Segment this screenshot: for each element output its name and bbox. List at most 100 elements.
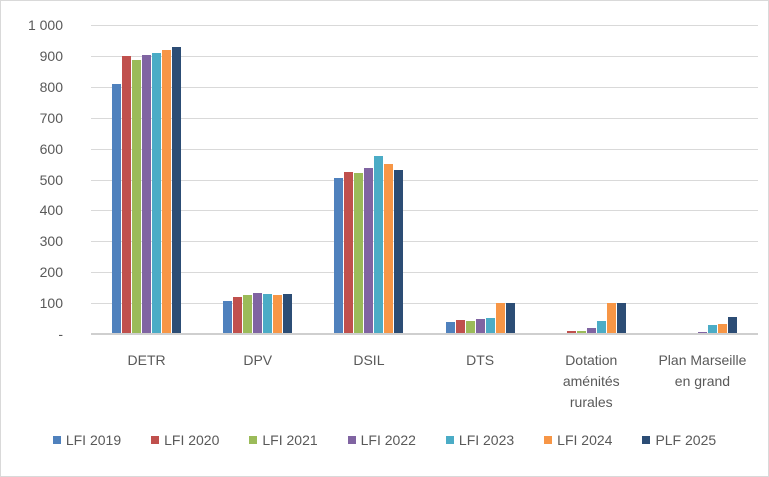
bar [717,324,727,334]
plot-area [91,25,758,335]
bar-groups [91,25,758,334]
legend-swatch-icon [347,436,356,444]
bar [505,303,515,334]
legend-item-lfi-2024: LFI 2024 [544,432,612,448]
category-label-line: DPV [243,352,273,368]
category-label: DETR [91,350,202,413]
bar [727,317,737,334]
y-axis-tick-label: 400 [39,202,63,219]
gridline [91,117,758,119]
bar [445,322,455,334]
category-label-line: rurales [569,394,613,410]
x-axis-line [91,333,758,335]
legend-label: PLF 2025 [655,432,717,448]
category-label-line: DTS [466,352,495,368]
bar [394,169,404,334]
legend-item-lfi-2020: LFI 2020 [151,432,219,448]
category-label: DTS [425,350,536,413]
category-label-line: DSIL [353,352,385,368]
category-label: Dotation aménités rurales [536,350,647,413]
legend-item-lfi-2023: LFI 2023 [445,432,515,448]
category-label: Plan Marseille en grand [647,350,758,413]
gridline [91,303,758,305]
x-axis-category-labels: DETR DPV DSIL DTS Dotation aménités rurales Pla… [91,350,758,413]
legend-label: LFI 2022 [360,432,416,448]
y-axis: 1 000 900 800 700 600 500 400 300 200 100 - [1,17,63,342]
y-axis-tick-label: 500 [39,171,63,188]
y-axis-tick-label: 300 [39,233,63,250]
bar [172,47,182,334]
bar [606,303,616,334]
legend-swatch-icon [52,436,61,444]
gridline [91,55,758,57]
bar-group-dotation-am-nit-s-rurales [536,25,647,334]
bar [586,327,596,334]
bar [223,300,233,334]
bar [495,303,505,334]
gridline [91,210,758,212]
y-axis-tick-label: 200 [39,264,63,281]
category-label-line: en grand [674,373,731,389]
bar [344,172,354,334]
bar [253,292,263,334]
legend-swatch-icon [151,436,160,444]
legend-label: LFI 2019 [65,432,122,448]
category-label: DPV [202,350,313,413]
y-axis-tick-label: 900 [39,47,63,64]
gridline [91,86,758,88]
bar [566,330,576,334]
y-axis-tick-label: 700 [39,109,63,126]
legend-item-lfi-2019: LFI 2019 [52,432,122,448]
legend-item-lfi-2021: LFI 2021 [249,432,318,448]
category-label-line: aménités [562,373,620,389]
bar [152,53,162,334]
legend-item-lfi-2022: LFI 2022 [347,432,416,448]
bar [162,49,172,334]
legend-swatch-icon [544,436,553,444]
y-axis-tick-label: 600 [39,140,63,157]
y-axis-tick-label: 800 [39,78,63,95]
bar [576,331,586,334]
legend-label: LFI 2021 [262,432,318,448]
legend-label: LFI 2023 [458,432,515,448]
bar [596,321,606,334]
category-label-line: Dotation [565,352,618,368]
bar [384,164,394,334]
gridline [91,272,758,274]
bar-group-detr [91,25,202,334]
legend-item-plf-2025: PLF 2025 [642,432,716,448]
bar-group-dts [425,25,536,334]
legend-swatch-icon [445,436,454,444]
bar [616,303,626,334]
bar [374,155,384,334]
category-label-line: DETR [127,352,166,368]
bar [364,167,374,334]
bar [354,172,364,334]
bar [455,320,465,334]
bar [233,296,243,334]
gridline [91,241,758,243]
bar [122,55,132,334]
bar [112,84,122,334]
gridline [91,25,758,26]
bar [273,295,283,334]
bar [707,325,717,334]
legend: LFI 2019 LFI 2020 LFI 2021 LFI 2022 LFI 2023… [1,432,768,448]
bar [283,294,293,334]
legend-label: LFI 2020 [164,432,220,448]
bar-group-dpv [202,25,313,334]
bar-group-plan-marseille-en-grand [647,25,758,334]
y-axis-tick-label: 100 [39,295,63,312]
gridline [91,148,758,150]
legend-swatch-icon [642,436,651,444]
legend-swatch-icon [249,436,258,444]
bar [142,54,152,334]
bar [243,294,253,334]
y-axis-tick-label: - [58,326,63,342]
bar-group-dsil [313,25,424,334]
bar [465,320,475,334]
bar [263,294,273,334]
category-label: DSIL [313,350,424,413]
gridline [91,179,758,181]
